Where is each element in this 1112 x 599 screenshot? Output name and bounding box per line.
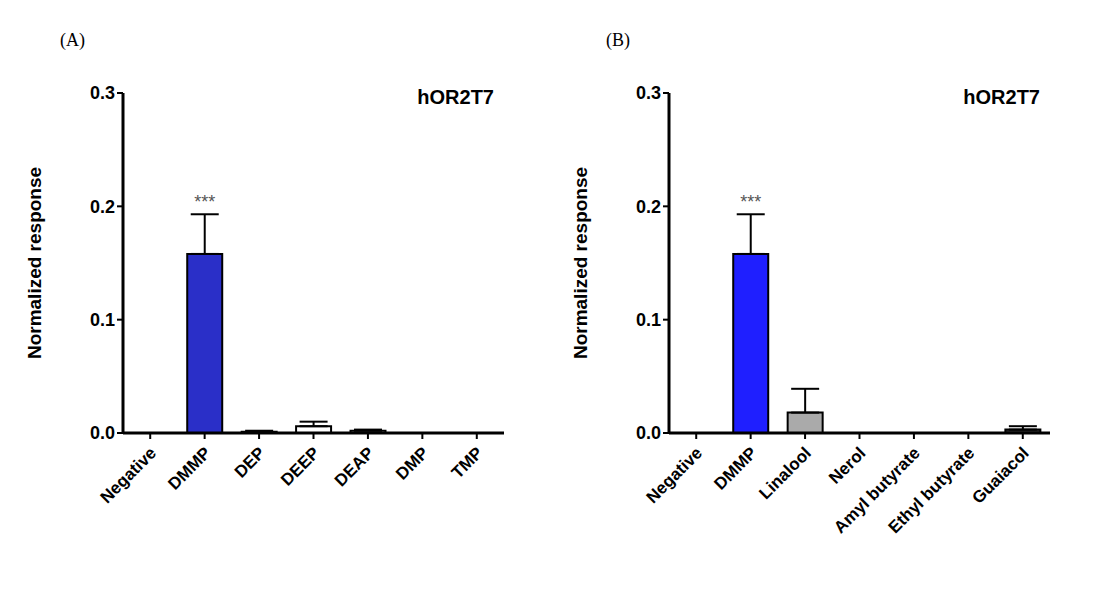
svg-text:Negative: Negative [97,443,161,507]
svg-text:0.3: 0.3 [90,83,115,103]
svg-text:Normalized response: Normalized response [24,167,45,359]
svg-text:DMP: DMP [392,443,432,483]
html-text:hOR2T7: hOR2T7 [963,86,1040,108]
svg-text:DMMP: DMMP [164,443,214,493]
svg-text:Linalool: Linalool [755,443,815,503]
svg-text:DMMP: DMMP [710,443,760,493]
svg-text:Amyl butyrate: Amyl butyrate [830,443,924,538]
svg-text:0.1: 0.1 [636,310,661,330]
svg-text:0.3: 0.3 [636,83,661,103]
svg-text:TMP: TMP [448,443,487,482]
svg-text:DEP: DEP [231,443,269,481]
svg-text:0.2: 0.2 [90,197,115,217]
svg-text:***: *** [194,192,215,212]
svg-text:0.0: 0.0 [636,423,661,443]
svg-text:Normalized response: Normalized response [570,167,591,359]
svg-text:***: *** [740,192,761,212]
svg-text:DEAP: DEAP [331,443,378,490]
svg-text:0.1: 0.1 [90,310,115,330]
html-text:hOR2T7: hOR2T7 [417,86,494,108]
html-text:(B): (B) [606,30,630,50]
svg-text:0.0: 0.0 [90,423,115,443]
svg-text:DEEP: DEEP [277,443,323,489]
svg-text:Ethyl butyrate: Ethyl butyrate [885,443,979,537]
svg-text:0.2: 0.2 [636,197,661,217]
html-text:(A): (A) [60,30,85,50]
svg-text:Nerol: Nerol [825,443,869,487]
svg-text:Guaiacol: Guaiacol [968,443,1032,507]
svg-text:Negative: Negative [643,443,707,507]
